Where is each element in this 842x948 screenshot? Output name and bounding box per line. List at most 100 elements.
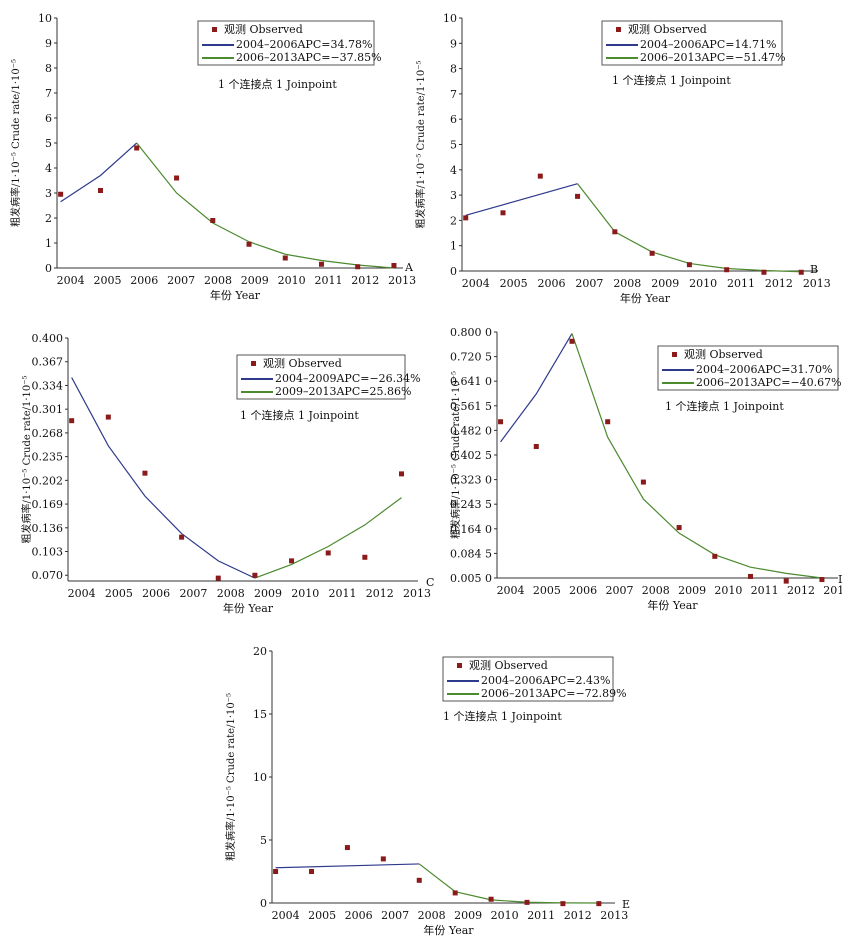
observed-point [463, 215, 469, 221]
y-tick-label: 0.367 [32, 356, 64, 369]
y-tick-label: 0.402 5 [450, 449, 492, 462]
y-tick-label: 0.268 [32, 427, 64, 440]
observed-point [640, 479, 646, 485]
observed-point [498, 419, 504, 425]
x-tick-label: 2009 [651, 277, 679, 290]
observed-point [761, 269, 767, 275]
x-tick-label: 2006 [142, 587, 170, 600]
observed-point [452, 890, 458, 896]
x-tick-label: 2011 [328, 587, 356, 600]
series-line-seg2 [254, 497, 402, 579]
y-tick-label: 7 [45, 87, 52, 100]
y-tick-label: 8 [45, 62, 52, 75]
y-tick-label: 5 [450, 139, 457, 152]
x-axis-label: 年份 Year [223, 601, 274, 615]
chart-panel-C: 0.400 0.367 0.334 0.301 0.268 0.235 0.202 0.169… [20, 332, 434, 615]
observed-point [134, 145, 140, 151]
legend-observed-marker [212, 27, 217, 32]
x-tick-label: 2013 [600, 909, 628, 922]
x-tick-label: 2013 [803, 277, 831, 290]
observed-point [289, 558, 295, 564]
panel-letter: A [404, 261, 414, 274]
panel-letter: C [426, 576, 434, 589]
observed-point [252, 572, 258, 578]
y-tick-label: 9 [450, 37, 457, 50]
x-tick-label: 2006 [130, 274, 158, 287]
x-tick-label: 2005 [93, 274, 121, 287]
joinpoint-note: 1 个连接点 1 Joinpoint [218, 78, 337, 91]
observed-point [215, 575, 221, 581]
y-axis-label: 粗发病率/1·10⁻⁵ Crude rate/1·10⁻⁵ [414, 60, 427, 228]
panel-letter: D [838, 573, 842, 586]
observed-point [318, 261, 324, 267]
legend-observed-marker [672, 352, 677, 357]
legend-seg1-label: 2004–2006APC=2.43% [481, 674, 610, 687]
observed-point [399, 471, 405, 477]
y-tick-label: 0.243 5 [450, 498, 492, 511]
observed-point [273, 869, 279, 874]
y-tick-label: 6 [45, 112, 52, 125]
x-tick-label: 2011 [751, 584, 779, 597]
x-tick-label: 2005 [500, 277, 528, 290]
x-tick-label: 2013 [403, 587, 431, 600]
y-tick-label: 0 [260, 897, 267, 910]
observed-point [649, 250, 655, 256]
y-tick-label: 15 [253, 708, 267, 721]
joinpoint-note: 1 个连接点 1 Joinpoint [443, 710, 562, 723]
observed-point [819, 577, 825, 583]
series-line-seg1 [275, 863, 420, 869]
joinpoint-note: 1 个连接点 1 Joinpoint [240, 409, 359, 422]
y-tick-label: 10 [443, 12, 457, 25]
y-tick-label: 0.334 [32, 379, 64, 392]
y-tick-label: 9 [45, 37, 52, 50]
x-tick-label: 2008 [613, 277, 641, 290]
legend-seg2-label: 2006–2013APC=−40.67% [696, 376, 842, 389]
legend-observed-label: 观测 Observed [684, 348, 763, 361]
x-tick-label: 2007 [575, 277, 603, 290]
chart-panel-B: 0 1 2 3 4 5 6 7 8 9 10 2004 2005 2006 2007 2008 2009 2010… [414, 12, 831, 305]
x-tick-label: 2012 [366, 587, 394, 600]
y-tick-label: 7 [450, 88, 457, 101]
legend-observed-marker [616, 27, 621, 32]
legend-observed-marker [251, 361, 256, 366]
x-tick-label: 2010 [491, 909, 519, 922]
series-line-seg1 [60, 142, 138, 203]
observed-point [355, 264, 361, 270]
x-tick-label: 2008 [418, 909, 446, 922]
x-tick-label: 2007 [605, 584, 633, 597]
y-tick-label: 10 [38, 12, 52, 25]
x-tick-label: 2012 [564, 909, 592, 922]
legend-observed-label: 观测 Observed [263, 357, 342, 370]
x-tick-label: 2006 [569, 584, 597, 597]
y-tick-label: 3 [450, 189, 457, 202]
y-tick-label: 0.800 0 [450, 326, 492, 339]
legend-observed-marker [457, 663, 462, 668]
y-tick-label: 2 [450, 214, 457, 227]
x-axis-label: 年份 Year [620, 291, 671, 305]
x-tick-label: 2011 [314, 274, 342, 287]
x-tick-label: 2007 [167, 274, 195, 287]
y-tick-label: 1 [45, 237, 52, 250]
observed-point [748, 573, 754, 579]
y-tick-label: 6 [450, 113, 457, 126]
legend-seg1-label: 2004–2006APC=14.71% [640, 38, 776, 51]
observed-point [575, 193, 581, 199]
observed-point [524, 899, 530, 905]
x-axis-label: 年份 Year [210, 288, 261, 302]
y-tick-label: 0.482 0 [450, 424, 492, 437]
legend-seg2-label: 2009–2013APC=25.86% [275, 385, 411, 398]
y-tick-label: 0.136 [32, 522, 64, 535]
legend-seg1-label: 2004–2006APC=34.78% [236, 38, 372, 51]
y-tick-label: 1 [450, 240, 457, 253]
y-tick-label: 0.005 0 [450, 572, 492, 585]
legend-seg1-label: 2004–2006APC=31.70% [696, 363, 832, 376]
x-tick-label: 2009 [678, 584, 706, 597]
chart-panel-A: 0 1 2 3 4 5 6 7 8 9 10 2004 2005 2006 2007 2008 2009 2010… [9, 12, 416, 302]
observed-point [105, 414, 111, 420]
observed-point [612, 229, 618, 235]
series-line-seg1 [500, 333, 573, 443]
y-tick-label: 0.169 [32, 498, 64, 511]
x-tick-label: 2005 [533, 584, 561, 597]
y-tick-label: 0.641 0 [450, 375, 492, 388]
